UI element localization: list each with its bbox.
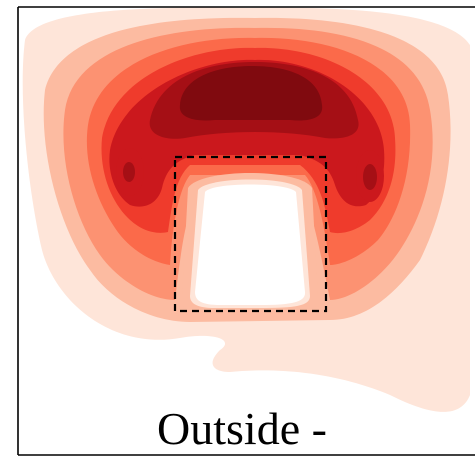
contour-spot-right-inner <box>363 164 377 190</box>
annotation-outside-label: Outside - <box>157 403 327 454</box>
contour-spot-left-inner <box>123 162 135 182</box>
contour-hole <box>195 184 306 305</box>
contour-bands <box>22 7 470 412</box>
dashed-region-marker <box>173 155 328 313</box>
contour-band-8 <box>179 66 323 121</box>
